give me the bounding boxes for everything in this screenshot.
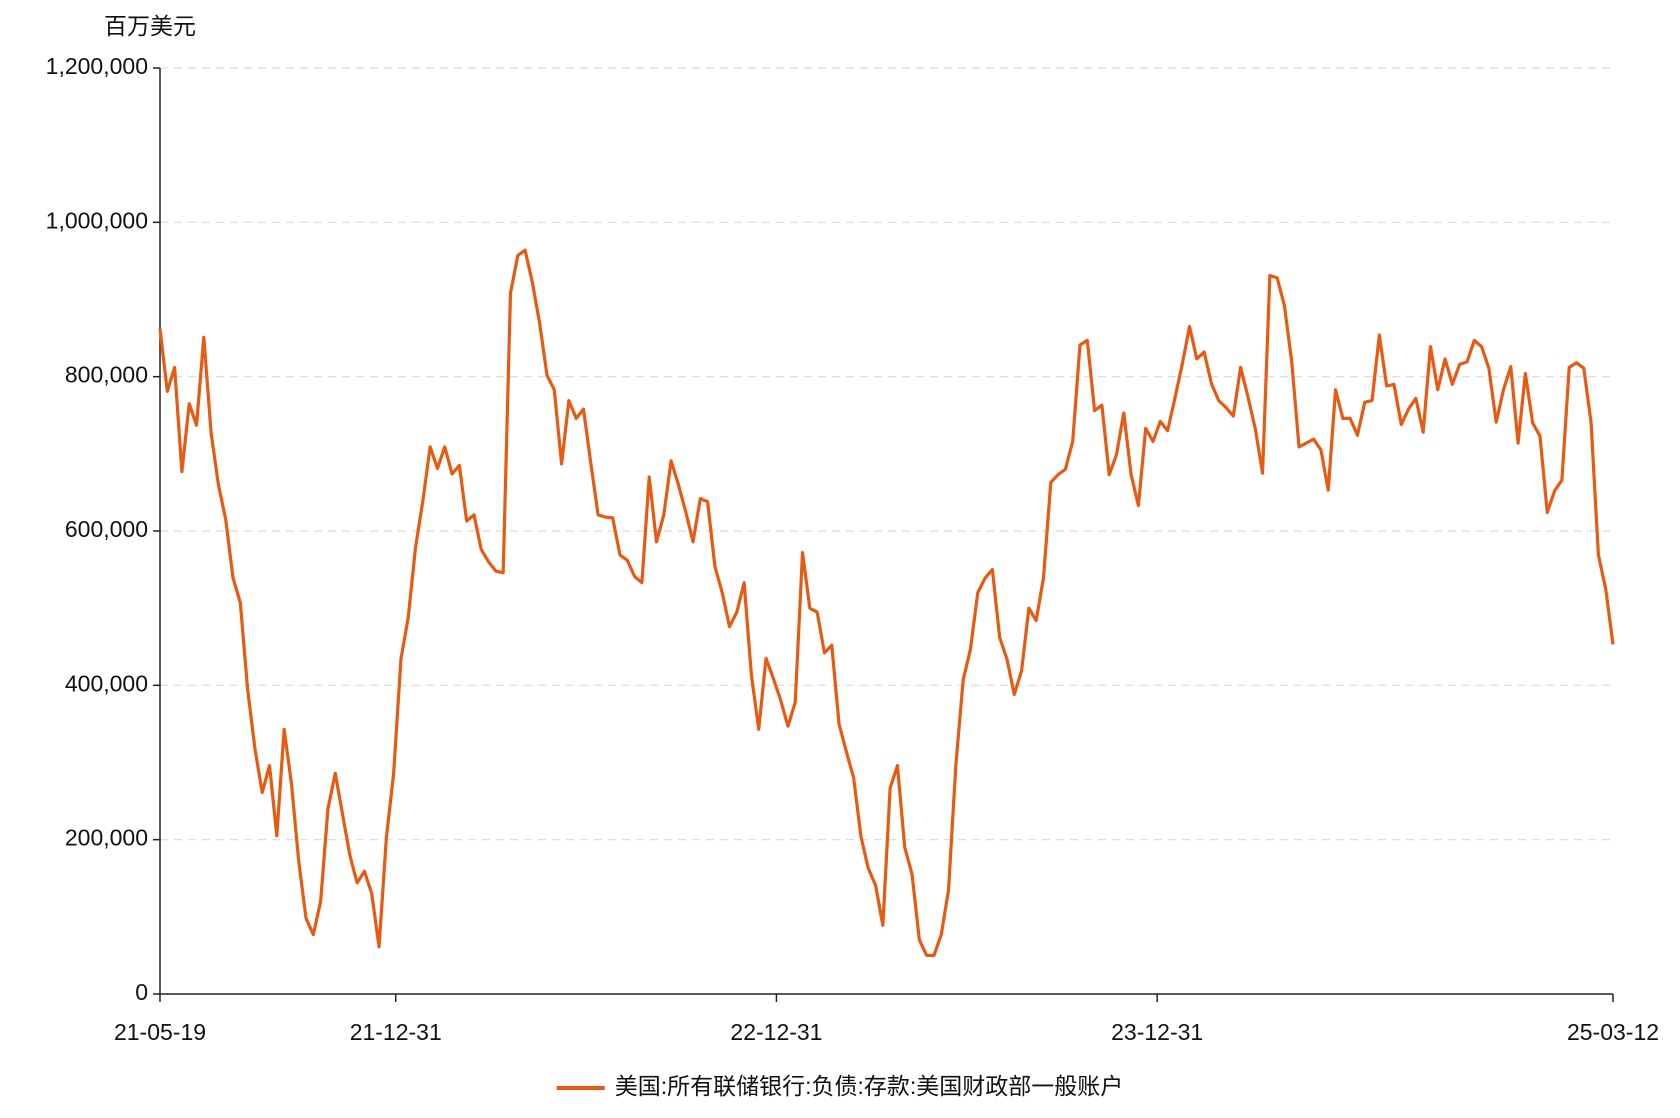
y-tick-label: 0: [135, 979, 148, 1005]
x-tick-label: 21-12-31: [350, 1019, 442, 1045]
x-tick-label: 22-12-31: [730, 1019, 822, 1045]
y-tick-label: 800,000: [65, 362, 148, 388]
x-tick-label: 23-12-31: [1111, 1019, 1203, 1045]
y-axis-unit: 百万美元: [104, 13, 196, 39]
x-tick-label: 25-03-12: [1567, 1019, 1659, 1045]
y-tick-label: 600,000: [65, 516, 148, 542]
legend-label: 美国:所有联储银行:负债:存款:美国财政部一般账户: [615, 1073, 1124, 1099]
data-line: [158, 248, 1615, 958]
y-tick-label: 200,000: [65, 825, 148, 851]
y-tick-label: 400,000: [65, 670, 148, 696]
y-tick-label: 1,200,000: [46, 53, 148, 79]
y-tick-label: 1,000,000: [46, 207, 148, 233]
x-tick-label: 21-05-19: [114, 1019, 206, 1045]
